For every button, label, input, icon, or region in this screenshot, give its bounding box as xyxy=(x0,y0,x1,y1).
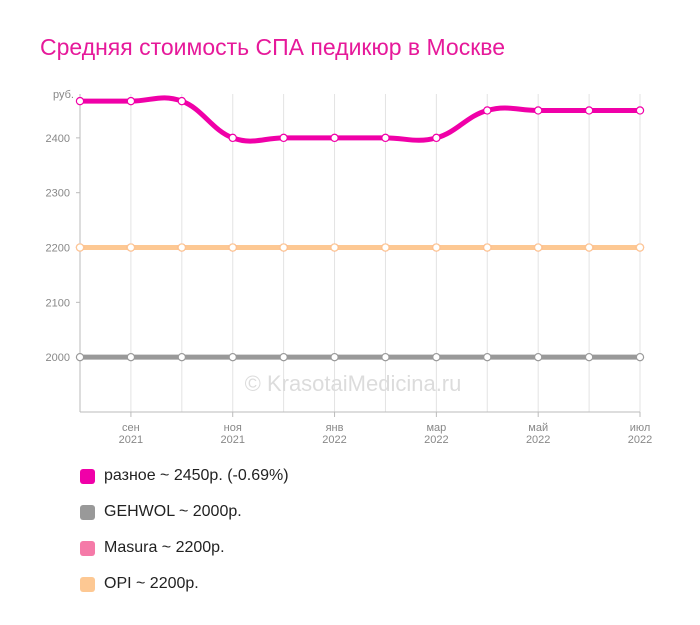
x-tick-label-year: 2021 xyxy=(220,434,244,446)
data-point-raznoe[interactable] xyxy=(177,96,187,106)
y-tick-label: 2300 xyxy=(46,188,70,200)
data-point-opi[interactable] xyxy=(228,243,237,252)
x-tick-label-month: май xyxy=(528,422,548,434)
data-point-raznoe[interactable] xyxy=(432,133,441,143)
legend-swatch-opi xyxy=(80,576,95,592)
legend-item-opi[interactable]: OPI ~ 2200р. xyxy=(80,566,289,602)
data-point-gehwol[interactable] xyxy=(75,352,85,362)
line-chart: руб.20002100220023002400сен2021ноя2021ян… xyxy=(46,89,653,446)
data-point-opi[interactable] xyxy=(432,243,441,252)
x-tick-label-month: ноя xyxy=(224,422,242,434)
legend-swatch-masura xyxy=(80,540,95,556)
data-point-gehwol[interactable] xyxy=(177,352,187,362)
x-tick-label-month: янв xyxy=(326,422,344,434)
data-point-raznoe[interactable] xyxy=(126,96,136,106)
data-point-opi[interactable] xyxy=(483,243,492,252)
data-point-gehwol[interactable] xyxy=(635,352,645,362)
x-tick-label-year: 2022 xyxy=(526,434,550,446)
data-point-raznoe[interactable] xyxy=(228,133,237,143)
data-point-gehwol[interactable] xyxy=(584,352,594,362)
data-point-raznoe[interactable] xyxy=(381,133,390,143)
data-point-raznoe[interactable] xyxy=(279,133,288,143)
data-point-opi[interactable] xyxy=(533,243,543,252)
legend-item-raznoe[interactable]: разное ~ 2450р. (-0.69%) xyxy=(80,458,289,494)
series-points xyxy=(75,96,645,362)
legend: разное ~ 2450р. (-0.69%) GEHWOL ~ 2000р.… xyxy=(80,458,289,602)
data-point-raznoe[interactable] xyxy=(330,133,339,143)
data-point-gehwol[interactable] xyxy=(432,352,441,362)
data-point-raznoe[interactable] xyxy=(533,106,543,115)
legend-item-gehwol[interactable]: GEHWOL ~ 2000р. xyxy=(80,494,289,530)
legend-label-raznoe: разное ~ 2450р. (-0.69%) xyxy=(104,467,289,484)
data-point-raznoe[interactable] xyxy=(75,96,85,106)
legend-swatch-raznoe xyxy=(80,468,95,484)
data-point-raznoe[interactable] xyxy=(635,106,645,115)
y-unit-label: руб. xyxy=(53,89,74,101)
series-line-raznoe xyxy=(77,95,643,144)
data-point-opi[interactable] xyxy=(126,243,136,252)
y-tick-label: 2000 xyxy=(46,352,70,364)
legend-label-gehwol: GEHWOL ~ 2000р. xyxy=(104,503,242,520)
data-point-opi[interactable] xyxy=(635,243,645,252)
data-point-raznoe[interactable] xyxy=(584,106,594,115)
data-point-gehwol[interactable] xyxy=(279,352,288,362)
x-tick-label-month: сен xyxy=(122,422,140,434)
x-tick-label-year: 2022 xyxy=(424,434,448,446)
data-point-raznoe[interactable] xyxy=(483,106,492,115)
legend-swatch-gehwol xyxy=(80,504,95,520)
x-tick-label-year: 2022 xyxy=(322,434,346,446)
data-point-opi[interactable] xyxy=(584,243,594,252)
data-point-opi[interactable] xyxy=(330,243,339,252)
x-tick-label-month: июл xyxy=(630,422,651,434)
series-lines xyxy=(77,95,643,360)
x-tick-label-year: 2022 xyxy=(628,434,652,446)
x-tick-label-month: мар xyxy=(426,422,446,434)
x-tick-label-year: 2021 xyxy=(119,434,143,446)
data-point-opi[interactable] xyxy=(177,243,187,252)
data-point-gehwol[interactable] xyxy=(330,352,339,362)
data-point-gehwol[interactable] xyxy=(228,352,237,362)
data-point-gehwol[interactable] xyxy=(533,352,543,362)
data-point-gehwol[interactable] xyxy=(381,352,390,362)
legend-label-masura: Masura ~ 2200р. xyxy=(104,539,225,556)
axes: руб.20002100220023002400сен2021ноя2021ян… xyxy=(46,89,653,446)
data-point-opi[interactable] xyxy=(279,243,288,252)
data-point-opi[interactable] xyxy=(381,243,390,252)
data-point-opi[interactable] xyxy=(75,243,85,252)
legend-label-opi: OPI ~ 2200р. xyxy=(104,575,199,592)
y-tick-label: 2400 xyxy=(46,133,70,145)
watermark: © KrasotaiMedicina.ru xyxy=(245,371,462,396)
data-point-gehwol[interactable] xyxy=(126,352,136,362)
y-tick-label: 2100 xyxy=(46,297,70,309)
legend-item-masura[interactable]: Masura ~ 2200р. xyxy=(80,530,289,566)
y-tick-label: 2200 xyxy=(46,243,70,255)
grid xyxy=(79,94,641,412)
chart-title: Средняя стоимость СПА педикюр в Москве xyxy=(40,34,506,60)
data-point-gehwol[interactable] xyxy=(483,352,492,362)
